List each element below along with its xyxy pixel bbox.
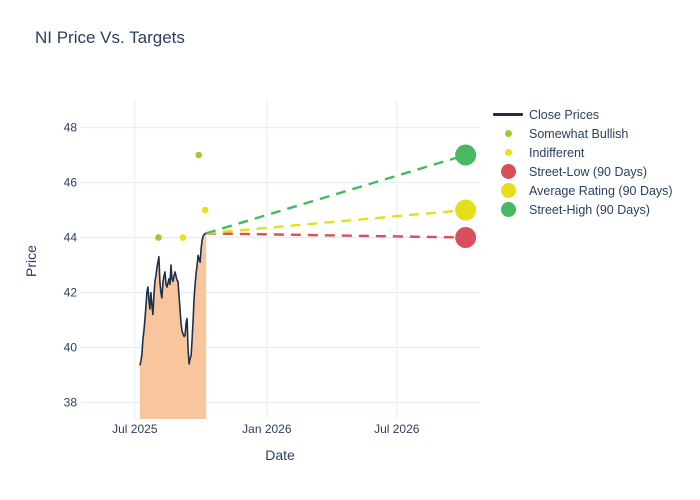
y-tick-label: 40 [64, 341, 78, 355]
legend-item-somewhat-bullish[interactable]: Somewhat Bullish [493, 124, 673, 143]
circle-swatch-icon [500, 183, 516, 198]
legend-marker [493, 202, 523, 217]
rating-point[interactable] [179, 234, 187, 241]
legend-label: Indifferent [529, 145, 585, 160]
x-axis-title: Date [265, 447, 295, 463]
circle-swatch-icon [504, 149, 512, 156]
legend-item-indifferent[interactable]: Indifferent [493, 143, 673, 162]
legend-item-average-rating-90-days[interactable]: Average Rating (90 Days) [493, 181, 673, 200]
legend-marker [493, 183, 523, 198]
target-point[interactable] [455, 199, 477, 221]
line-swatch-icon [493, 113, 523, 116]
legend-label: Somewhat Bullish [529, 126, 629, 141]
y-tick-label: 38 [64, 396, 78, 410]
target-projection-line [205, 232, 466, 239]
close-price-area [139, 233, 207, 419]
legend: Close Prices Somewhat Bullish Indifferent S… [493, 105, 673, 219]
y-axis-title: Price [23, 245, 39, 277]
legend-marker [493, 164, 523, 179]
chart-title: NI Price Vs. Targets [35, 28, 185, 47]
circle-swatch-icon [500, 202, 516, 217]
legend-label: Close Prices [529, 107, 600, 122]
legend-marker [493, 149, 523, 156]
target-projection-line [205, 153, 466, 235]
legend-label: Street-High (90 Days) [529, 202, 650, 217]
target-projection-line [205, 208, 466, 235]
x-tick-label: Jul 2026 [374, 422, 420, 436]
x-tick-label: Jan 2026 [242, 422, 292, 436]
y-tick-label: 44 [64, 231, 78, 245]
rating-point[interactable] [155, 234, 162, 241]
y-tick-label: 48 [64, 121, 78, 135]
legend-label: Street-Low (90 Days) [529, 164, 648, 179]
circle-swatch-icon [504, 130, 512, 137]
x-tick-label: Jul 2025 [112, 422, 158, 436]
legend-marker [493, 113, 523, 116]
rating-point[interactable] [201, 206, 209, 214]
legend-item-street-low-90-days[interactable]: Street-Low (90 Days) [493, 162, 673, 181]
y-tick-label: 46 [64, 176, 78, 190]
legend-item-street-high-90-days[interactable]: Street-High (90 Days) [493, 200, 673, 219]
target-point[interactable] [455, 227, 477, 248]
y-tick-label: 42 [64, 286, 78, 300]
target-point[interactable] [455, 144, 477, 166]
legend-marker [493, 130, 523, 137]
close-price-line[interactable] [139, 232, 207, 366]
rating-point[interactable] [195, 151, 202, 159]
legend-label: Average Rating (90 Days) [529, 183, 673, 198]
circle-swatch-icon [500, 164, 516, 179]
legend-item-close-prices[interactable]: Close Prices [493, 105, 673, 124]
